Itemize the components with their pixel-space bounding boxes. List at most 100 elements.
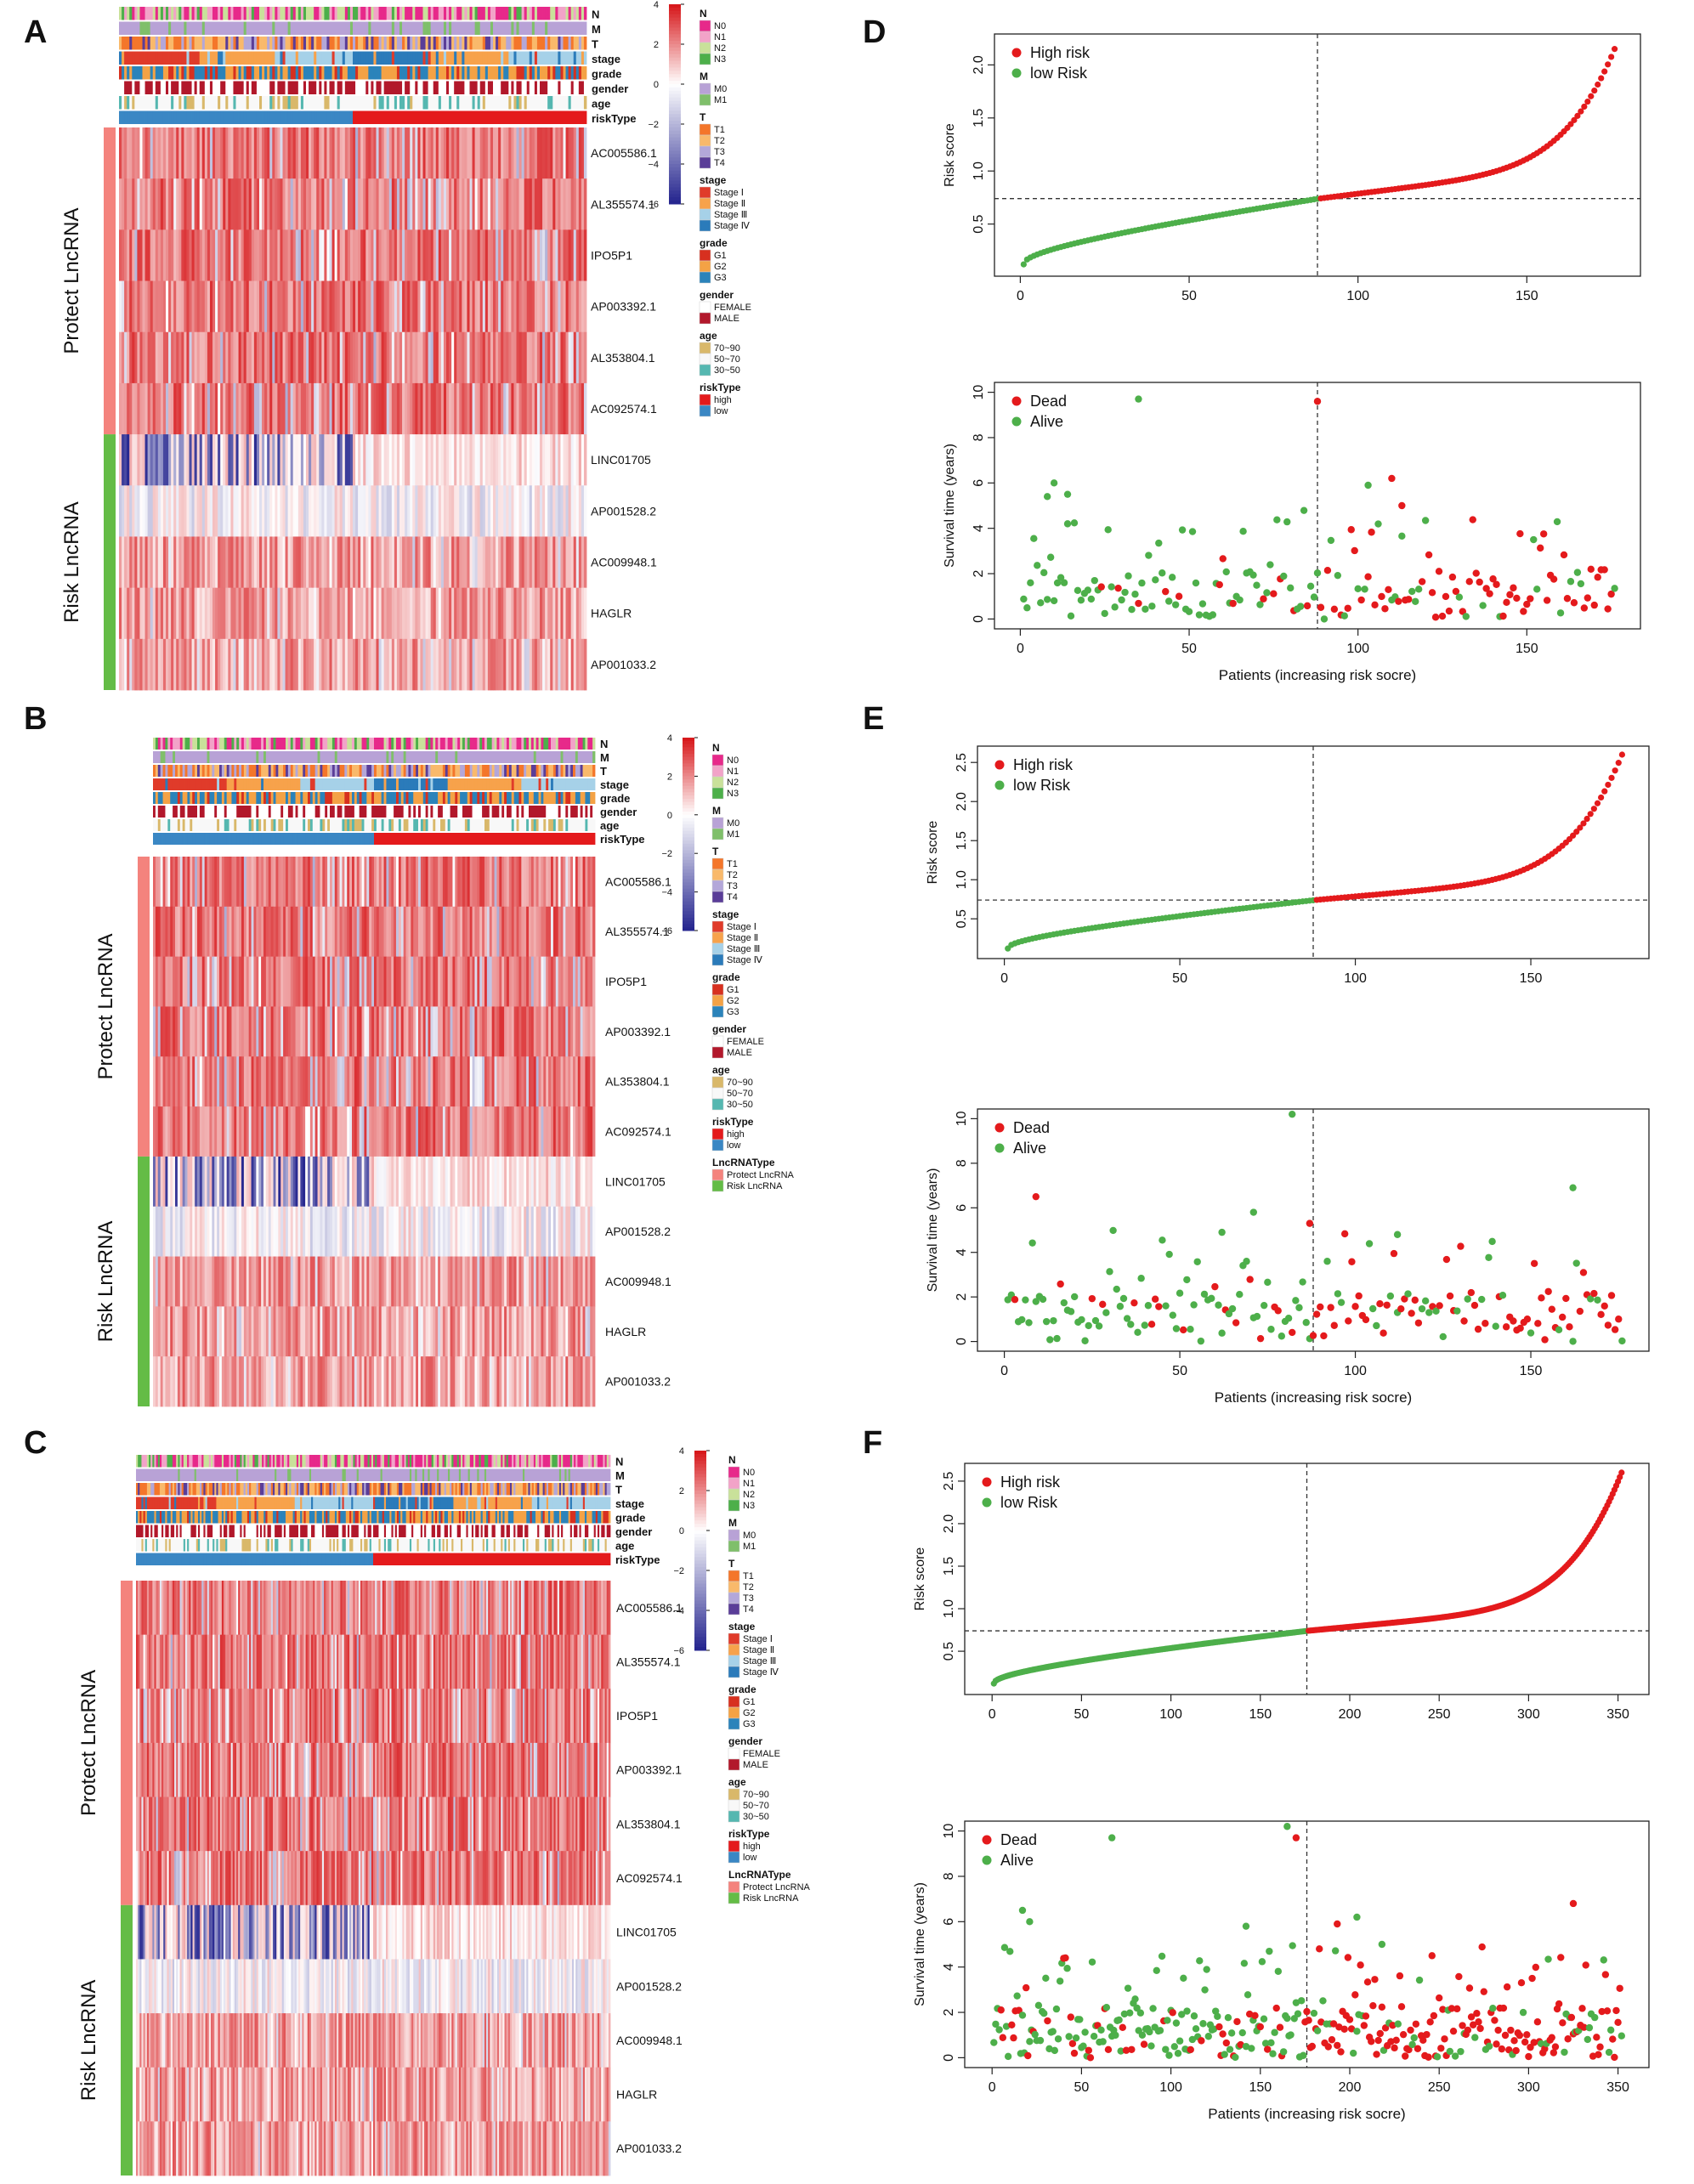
annotation-track-grade: grade [136,1511,645,1525]
point-dead [1595,2051,1602,2058]
legend-title: N [728,1454,736,1466]
legend-marker [982,1477,992,1487]
point-alive [1439,1332,1447,1341]
gene-label: AC009948.1 [605,1275,671,1288]
point-dead [1086,2054,1095,2062]
point-alive [1121,588,1129,597]
gene-label: AC005586.1 [605,874,671,888]
colorbar-tick: −2 [673,1566,684,1576]
point-dead [1513,594,1521,603]
point-dead [1596,2043,1604,2051]
point-alive [1350,2049,1357,2057]
legend-swatch [699,20,711,32]
point-dead [1503,1983,1511,1991]
point-alive [1084,586,1092,594]
point-alive [1046,553,1055,561]
x-tick-label: 250 [1428,2080,1451,2095]
legend-marker [994,1123,1005,1133]
annotation-track-label: stage [615,1497,644,1510]
x-tick-label: 50 [1074,2080,1090,2095]
annotation-track-gender: gender [119,81,628,95]
point-dead [1274,1307,1282,1315]
gene-label: AP001033.2 [616,2142,682,2155]
point-high-risk [1588,93,1595,99]
point-dead [1276,2023,1284,2031]
point-dead [1385,586,1392,594]
point-high-risk [1615,760,1622,767]
point-alive [1168,574,1176,581]
legend-swatch [728,1477,740,1490]
legend-label: MALE [743,1760,768,1770]
point-dead [1607,1292,1616,1299]
point-alive [1034,2001,1043,2010]
annotation-track-N: N [136,1455,623,1468]
point-alive [1190,1301,1198,1309]
point-alive [1172,1325,1181,1332]
annotation-track-M: M [153,751,609,764]
point-dead [1516,1324,1524,1332]
legend-title: stage [712,908,739,920]
legend-label: 70~90 [714,343,740,354]
point-dead [1507,2026,1515,2034]
point-dead [1251,2011,1259,2020]
annotation-track-grade: grade [119,66,621,81]
point-alive [1266,1947,1273,1955]
annotation-track-label: age [615,1540,634,1553]
point-alive [1155,539,1163,547]
point-dead [1532,1963,1540,1972]
y-tick-label: 2.5 [942,1472,956,1491]
point-dead [1469,516,1476,523]
legend-label: FEMALE [727,1037,764,1047]
point-alive [1218,1329,1226,1337]
point-dead [1360,2022,1368,2029]
point-dead [1611,1326,1619,1333]
point-dead [1469,2021,1477,2028]
colorbar: 4 2 0 −2 −4 −6 [673,1446,710,1656]
point-dead [1548,1305,1556,1313]
point-dead [1371,1976,1379,1983]
annotation-track-label: stage [592,53,620,65]
annotation-track-label: N [592,8,599,21]
point-dead [1611,2053,1618,2062]
point-dead [1604,605,1612,613]
point-alive [1116,1303,1125,1310]
x-tick-label: 50 [1172,971,1187,986]
point-alive [1606,2026,1615,2034]
colorbar-tick: 4 [654,0,659,10]
annotation-track-label: riskType [592,112,637,125]
point-dead [1431,614,1440,621]
point-alive [1260,2015,1268,2023]
point-dead [1460,1317,1468,1325]
point-alive [1087,595,1096,603]
point-alive [1226,2045,1234,2053]
point-dead [1419,2036,1427,2045]
point-alive [1099,2038,1107,2045]
point-high-risk [1577,824,1584,831]
legend-swatch [699,353,711,365]
point-alive [1464,1295,1471,1303]
point-alive [1104,526,1112,534]
legend-title: M [700,71,708,82]
point-alive [1159,1236,1166,1244]
point-alive [1239,528,1247,535]
point-alive [1555,1326,1563,1334]
gene-label: AL355574.1 [605,925,670,938]
point-dead [1523,1315,1532,1323]
point-alive [1128,606,1136,614]
x-tick-label: 150 [1249,2080,1272,2095]
point-dead [1455,1972,1463,1981]
point-dead [1067,2013,1074,2021]
point-alive [995,2026,1003,2034]
point-alive [1070,1293,1079,1301]
point-high-risk [1578,108,1584,115]
point-dead [1397,1304,1405,1313]
point-alive [1594,1296,1601,1304]
plot-legend: High risk low Risk [982,1474,1061,1511]
heatmap-A: NMTstagegradegenderageriskTypeAC005586.1… [60,0,751,691]
colorbar-tick: −4 [648,160,659,170]
y-axis-label: Risk score [913,1547,927,1611]
point-high-risk [1581,103,1588,110]
point-dead [1405,596,1413,603]
legend-label: High risk [1013,756,1074,773]
annotation-track-label: gender [600,806,637,818]
